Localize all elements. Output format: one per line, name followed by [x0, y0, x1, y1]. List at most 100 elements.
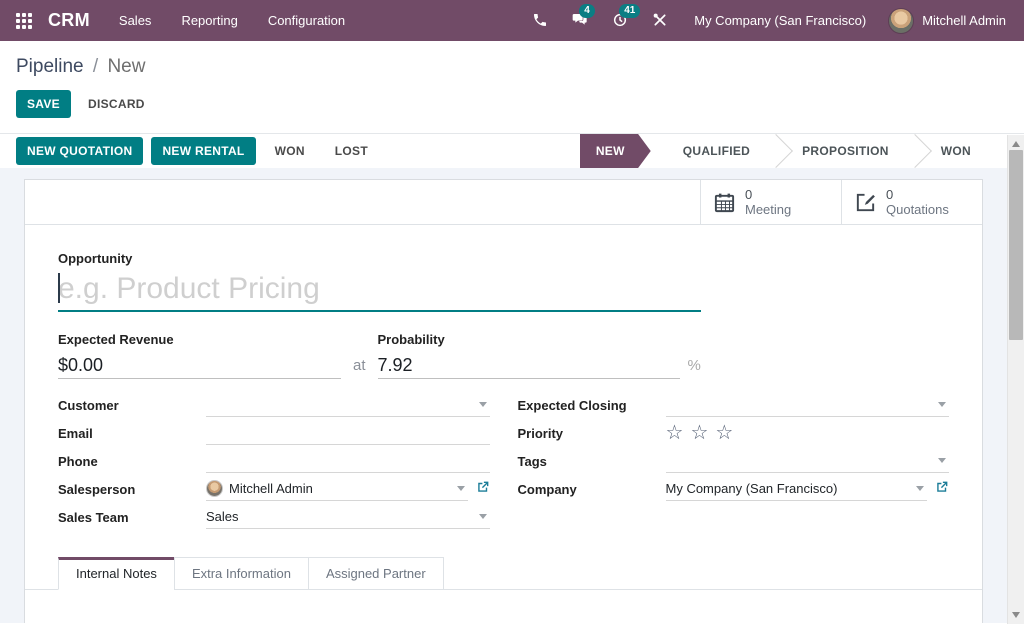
- field-row-email: Email: [58, 419, 490, 447]
- company-input[interactable]: My Company (San Francisco): [665, 477, 927, 501]
- dropdown-caret-icon[interactable]: [938, 402, 946, 407]
- quotations-count: 0: [886, 187, 894, 202]
- opportunity-input[interactable]: e.g. Product Pricing: [58, 268, 701, 312]
- priority-star-icon[interactable]: ☆: [665, 422, 684, 444]
- company-label: Company: [517, 481, 577, 497]
- phone-input[interactable]: [206, 449, 490, 473]
- new-quotation-button[interactable]: NEW QUOTATION: [16, 137, 144, 165]
- percent-suffix: %: [687, 357, 701, 374]
- lost-button[interactable]: LOST: [324, 137, 379, 165]
- breadcrumb-current: New: [107, 56, 146, 77]
- quotations-label: Quotations: [886, 202, 949, 217]
- menu-reporting[interactable]: Reporting: [181, 13, 238, 28]
- field-row-tags: Tags: [517, 447, 949, 475]
- control-panel: Pipeline / New SAVE DISCARD: [0, 41, 1024, 133]
- tab-extra-information[interactable]: Extra Information: [173, 557, 309, 590]
- priority-star-icon[interactable]: ☆: [715, 422, 734, 444]
- activities-icon[interactable]: 41: [605, 3, 641, 30]
- tab-content-internal-notes[interactable]: [25, 590, 982, 623]
- won-button[interactable]: WON: [264, 137, 316, 165]
- field-row-company: Company My Company (San Francisco): [518, 475, 950, 503]
- stage-qualified[interactable]: QUALIFIED: [682, 143, 751, 158]
- stage-pipeline: NEW QUALIFIED PROPOSITION WON: [580, 134, 997, 169]
- field-row-priority: Priority ☆ ☆ ☆: [518, 419, 950, 447]
- field-row-expected-closing: Expected Closing: [517, 391, 949, 419]
- salesperson-external-link-icon[interactable]: [476, 480, 490, 499]
- dropdown-caret-icon[interactable]: [916, 486, 924, 491]
- scrollbar-thumb[interactable]: [1009, 150, 1023, 340]
- breadcrumb-separator: /: [92, 56, 99, 77]
- content-area: 0 Meeting 0 Quotations Opportunity e.g. …: [0, 168, 1024, 623]
- expected-closing-label: Expected Closing: [517, 397, 627, 413]
- breadcrumb-pipeline[interactable]: Pipeline: [16, 56, 84, 77]
- priority-star-icon[interactable]: ☆: [690, 422, 709, 444]
- phone-label: Phone: [58, 453, 98, 469]
- salesperson-input[interactable]: Mitchell Admin: [206, 477, 468, 501]
- user-menu[interactable]: Mitchell Admin: [922, 13, 1006, 28]
- expected-closing-input[interactable]: [665, 393, 949, 417]
- quotation-edit-icon: [856, 193, 875, 211]
- tab-internal-notes[interactable]: Internal Notes: [58, 557, 175, 590]
- scroll-down-icon[interactable]: [1012, 612, 1020, 618]
- salesperson-avatar: [206, 480, 223, 497]
- expected-revenue-input[interactable]: $0.00: [58, 352, 341, 379]
- tags-input[interactable]: [665, 449, 949, 473]
- field-row-phone: Phone: [58, 447, 490, 475]
- menu-configuration[interactable]: Configuration: [267, 13, 346, 28]
- probability-label: Probability: [377, 332, 445, 347]
- probability-input[interactable]: 7.92: [377, 352, 680, 379]
- activities-badge: 41: [619, 3, 641, 18]
- sales-team-label: Sales Team: [58, 509, 129, 525]
- text-cursor: [58, 273, 60, 303]
- sales-team-select[interactable]: Sales: [206, 505, 490, 529]
- tags-label: Tags: [517, 453, 547, 469]
- breadcrumb: Pipeline / New: [16, 54, 1008, 80]
- app-name[interactable]: CRM: [48, 10, 90, 30]
- top-navbar: CRM Sales Reporting Configuration 4 41 M…: [0, 0, 1024, 41]
- meetings-label: Meeting: [745, 202, 792, 217]
- customer-input[interactable]: [206, 393, 490, 417]
- messages-badge: 4: [579, 3, 595, 18]
- meetings-stat-button[interactable]: 0 Meeting: [700, 180, 841, 224]
- new-rental-button[interactable]: NEW RENTAL: [151, 137, 256, 165]
- quotations-stat-button[interactable]: 0 Quotations: [841, 180, 982, 224]
- dropdown-caret-icon[interactable]: [478, 402, 487, 407]
- calendar-icon: [714, 193, 735, 212]
- company-switcher[interactable]: My Company (San Francisco): [694, 13, 867, 28]
- notebook-tabs: Internal Notes Extra Information Assigne…: [25, 557, 982, 590]
- customer-label: Customer: [58, 397, 119, 413]
- apps-menu-icon[interactable]: [16, 12, 32, 29]
- statusbar-row: NEW QUOTATION NEW RENTAL WON LOST NEW QU…: [0, 133, 1024, 168]
- tools-icon[interactable]: [645, 12, 675, 30]
- stage-won[interactable]: WON: [940, 143, 971, 158]
- stage-new[interactable]: NEW: [580, 134, 651, 169]
- dropdown-caret-icon[interactable]: [478, 514, 487, 519]
- menu-sales[interactable]: Sales: [118, 13, 152, 28]
- field-row-customer: Customer: [58, 391, 490, 419]
- email-input[interactable]: [206, 421, 490, 445]
- dropdown-caret-icon[interactable]: [938, 458, 946, 463]
- at-label: at: [353, 357, 366, 374]
- priority-stars: ☆ ☆ ☆: [666, 423, 734, 443]
- form-sheet: 0 Meeting 0 Quotations Opportunity e.g. …: [24, 179, 983, 623]
- tab-assigned-partner[interactable]: Assigned Partner: [307, 557, 444, 590]
- email-label: Email: [58, 425, 93, 441]
- discard-button[interactable]: DISCARD: [77, 90, 156, 118]
- scroll-up-icon[interactable]: [1012, 141, 1020, 147]
- priority-label: Priority: [517, 425, 564, 441]
- field-row-salesperson: Salesperson Mitchell Admin: [58, 475, 490, 503]
- field-row-sales-team: Sales Team Sales: [58, 503, 490, 531]
- user-avatar[interactable]: [888, 7, 915, 34]
- opportunity-placeholder: e.g. Product Pricing: [58, 272, 320, 305]
- dropdown-caret-icon[interactable]: [456, 486, 465, 491]
- salesperson-label: Salesperson: [58, 481, 136, 497]
- expected-revenue-label: Expected Revenue: [58, 332, 174, 347]
- opportunity-label: Opportunity: [58, 251, 133, 266]
- phone-icon[interactable]: [525, 12, 555, 30]
- save-button[interactable]: SAVE: [16, 90, 71, 118]
- company-external-link-icon[interactable]: [935, 480, 949, 499]
- messages-icon[interactable]: 4: [565, 3, 595, 30]
- stage-proposition[interactable]: PROPOSITION: [802, 143, 889, 158]
- meetings-count: 0: [745, 187, 753, 202]
- vertical-scrollbar[interactable]: [1007, 135, 1024, 624]
